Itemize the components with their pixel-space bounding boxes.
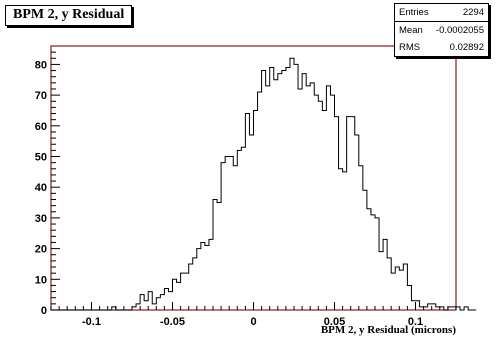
stats-row-entries: Entries 2294: [395, 4, 488, 22]
y-tick-label: 80: [35, 59, 47, 71]
y-tick-label: 40: [35, 182, 47, 194]
y-tick-label: 20: [35, 244, 47, 256]
y-tick-label: 0: [41, 305, 47, 317]
stats-box: Entries 2294 Mean -0.0002055 RMS 0.02892: [394, 3, 489, 57]
stats-row-rms: RMS 0.02892: [395, 39, 488, 56]
stats-value: 0.02892: [449, 42, 484, 53]
stats-label: Mean: [399, 25, 423, 36]
y-tick-label: 60: [35, 121, 47, 133]
x-tick-label: -0.05: [160, 316, 185, 328]
x-tick-label: 0.1: [408, 316, 423, 328]
y-tick-label: 50: [35, 152, 47, 164]
stats-row-mean: Mean -0.0002055: [395, 22, 488, 39]
histogram-step-line: [51, 57, 477, 311]
x-axis: -0.1 -0.05 0 0.05 0.1: [50, 302, 457, 328]
plot-frame: [50, 45, 457, 311]
x-tick-label: -0.1: [82, 316, 101, 328]
stats-value: 2294: [462, 7, 484, 18]
stats-label: Entries: [399, 7, 429, 18]
y-axis: 0 10 20 30 40 50 60 70 80: [35, 51, 60, 317]
stats-label: RMS: [399, 42, 421, 53]
y-tick-label: 70: [35, 90, 47, 102]
stats-value: -0.0002055: [435, 25, 484, 36]
x-axis-label: BPM 2, y Residual (microns): [321, 324, 456, 336]
x-tick-label: 0: [250, 316, 256, 328]
y-tick-label: 10: [35, 274, 47, 286]
chart-title: BPM 2, y Residual: [5, 5, 133, 26]
x-tick-label: 0.05: [324, 316, 345, 328]
y-tick-label: 30: [35, 213, 47, 225]
